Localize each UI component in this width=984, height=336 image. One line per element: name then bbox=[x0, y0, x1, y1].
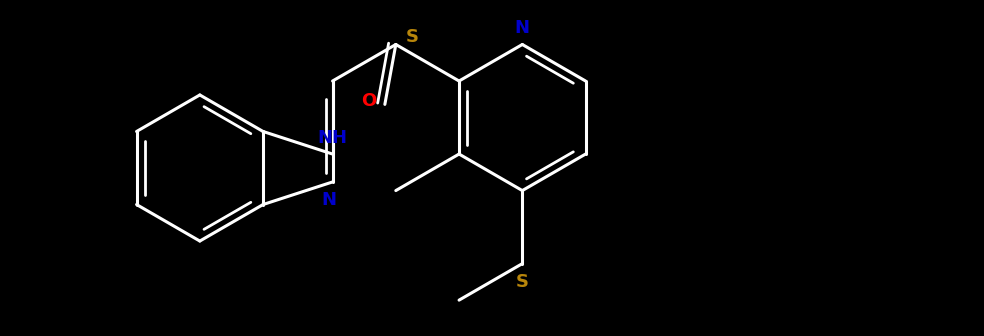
Text: N: N bbox=[322, 191, 337, 209]
Text: NH: NH bbox=[318, 129, 347, 147]
Text: O: O bbox=[361, 92, 377, 110]
Text: S: S bbox=[405, 28, 418, 46]
Text: S: S bbox=[516, 273, 528, 291]
Text: N: N bbox=[515, 19, 529, 37]
